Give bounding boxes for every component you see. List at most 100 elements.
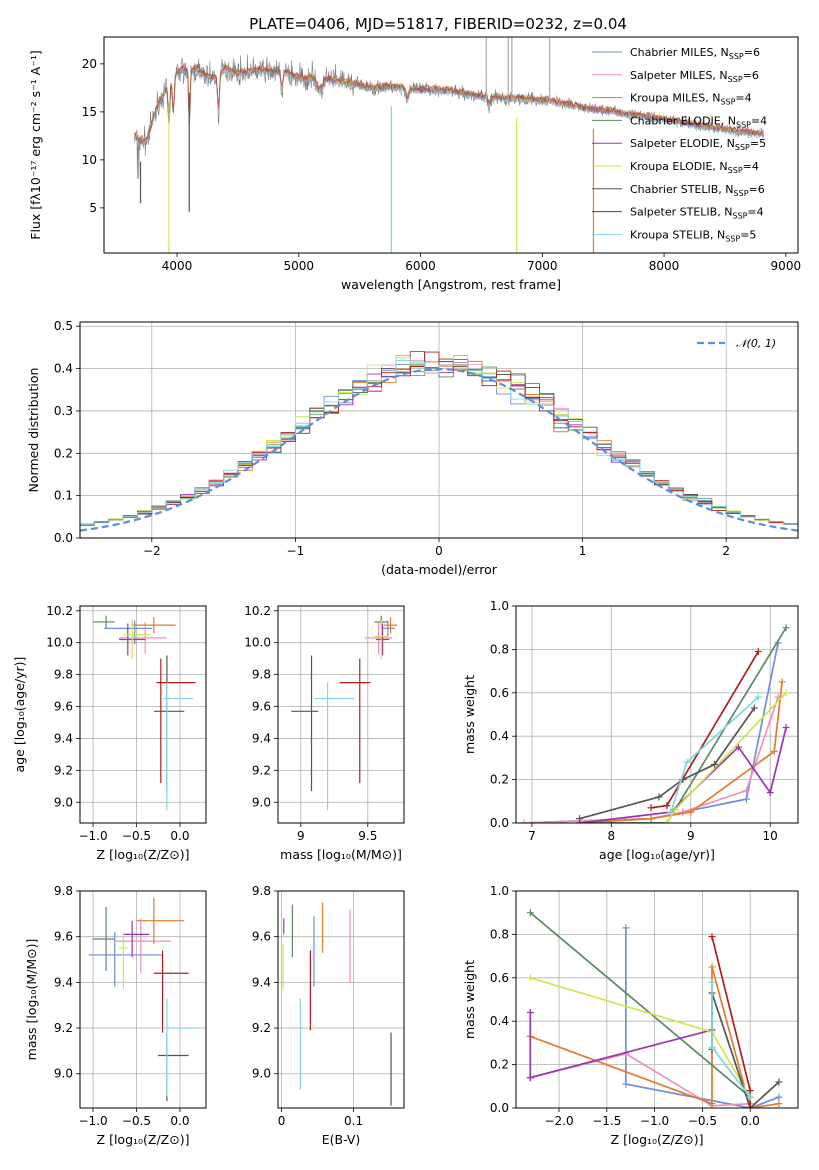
weight-point-marker bbox=[520, 819, 528, 823]
y-tick-label: 9.2 bbox=[252, 1021, 271, 1035]
y-tick-label: 9.0 bbox=[252, 795, 271, 809]
legend-label-sub: SSP bbox=[735, 143, 750, 152]
weight-point-marker bbox=[708, 1043, 716, 1051]
x-tick-label: −1.0 bbox=[640, 1114, 669, 1128]
y-tick-label: 0.2 bbox=[490, 1058, 509, 1072]
legend-label-name: Kroupa STELIB, N bbox=[630, 228, 725, 241]
legend-label-name: Kroupa ELODIE, N bbox=[630, 160, 728, 173]
weight-line-salpeter-stelib bbox=[650, 651, 760, 809]
weight-point-marker bbox=[708, 1100, 716, 1108]
weight-point-marker bbox=[782, 724, 790, 732]
legend-label-sub: SSP bbox=[734, 189, 749, 198]
legend-label-sub: SSP bbox=[728, 166, 743, 175]
y-tick-label: 9.6 bbox=[54, 930, 73, 944]
y-tick-label: 15 bbox=[82, 105, 97, 119]
weight-point-marker bbox=[708, 978, 716, 986]
weight-point-marker bbox=[663, 819, 671, 823]
x-axis-label: wavelength [Angstrom, rest frame] bbox=[341, 277, 561, 292]
y-tick-label: 9.4 bbox=[54, 975, 73, 989]
weight-point-marker bbox=[687, 808, 695, 816]
weight-point-marker bbox=[647, 815, 655, 823]
y-tick-label: 0.0 bbox=[490, 1101, 509, 1115]
y-tick-label: 9.0 bbox=[252, 1067, 271, 1081]
legend-label-count: =4 bbox=[743, 160, 759, 173]
y-tick-label: 9.8 bbox=[252, 668, 271, 682]
y-tick-label: 9.6 bbox=[252, 700, 271, 714]
weight-point-marker bbox=[778, 678, 786, 686]
legend-label: Salpeter MILES, NSSP=6 bbox=[630, 69, 759, 84]
y-tick-label: 0.6 bbox=[490, 686, 509, 700]
weight-point-marker bbox=[754, 693, 762, 701]
x-tick-label: 0.0 bbox=[170, 1114, 189, 1128]
y-tick-label: 0.5 bbox=[54, 319, 73, 333]
weight-point-marker bbox=[526, 1074, 534, 1082]
age-vs-Z-chart: −1.0 −0.5 0.0 9.0 9.2 9.4 9.6 9.8 10.0 10.2 Z [log… bbox=[12, 604, 207, 862]
legend-label-count: =6 bbox=[743, 69, 759, 82]
x-tick-label: 9.5 bbox=[358, 829, 377, 843]
x-tick-label: 7000 bbox=[527, 259, 558, 273]
weight-point-marker bbox=[526, 1009, 534, 1017]
y-tick-label: 9.8 bbox=[252, 884, 271, 898]
legend-label-count: =6 bbox=[749, 183, 765, 196]
x-tick-label: −1.0 bbox=[78, 829, 107, 843]
y-tick-label: 5 bbox=[89, 201, 97, 215]
plot-area bbox=[134, 37, 764, 253]
x-tick-label: −1 bbox=[287, 544, 305, 558]
y-tick-label: 0.1 bbox=[54, 489, 73, 503]
legend-label-sub: SSP bbox=[725, 234, 740, 243]
y-tick-label: 9.0 bbox=[54, 795, 73, 809]
normal-curve bbox=[80, 367, 798, 532]
x-tick-label: 0.1 bbox=[344, 1114, 363, 1128]
y-tick-label: 9.4 bbox=[252, 975, 271, 989]
axes-frame bbox=[79, 605, 207, 824]
y-tick-label: 0.4 bbox=[54, 362, 73, 376]
legend-label-name: Chabrier ELODIE, N bbox=[630, 114, 736, 127]
x-tick-label: 0 bbox=[278, 1114, 286, 1128]
x-tick-label: 8000 bbox=[649, 259, 680, 273]
legend-label: Kroupa STELIB, NSSP=5 bbox=[630, 228, 756, 243]
plot-area bbox=[80, 606, 206, 823]
weight-point-marker bbox=[622, 1080, 630, 1088]
weight-point-marker bbox=[746, 1104, 754, 1108]
y-tick-label: 0.2 bbox=[490, 773, 509, 787]
y-tick-label: 0.0 bbox=[54, 531, 73, 545]
figure-title: PLATE=0406, MJD=51817, FIBERID=0232, z=0… bbox=[249, 15, 627, 33]
y-tick-label: 0.6 bbox=[490, 971, 509, 985]
weight-point-marker bbox=[750, 704, 758, 712]
x-tick-label: 6000 bbox=[405, 259, 436, 273]
weight-point-marker bbox=[742, 795, 750, 803]
x-tick-label: 0.0 bbox=[170, 829, 189, 843]
y-axis-label: mass weight bbox=[462, 675, 477, 754]
x-tick-label: 8 bbox=[608, 829, 616, 843]
age-vs-mass-chart: 9 9.5 9.0 9.2 9.4 9.6 9.8 10.0 10.2 mass [log₁₀(M… bbox=[244, 604, 405, 862]
y-tick-label: 9.2 bbox=[54, 763, 73, 777]
plot-area bbox=[80, 891, 206, 1108]
weight-point-marker bbox=[782, 689, 790, 697]
weight-point-marker bbox=[775, 1093, 783, 1101]
x-tick-label: −1.5 bbox=[592, 1114, 621, 1128]
legend-label-name: Chabrier MILES, N bbox=[630, 46, 729, 59]
x-tick-label: −0.5 bbox=[688, 1114, 717, 1128]
legend-label-sub: SSP bbox=[732, 212, 747, 221]
model-spectrum-salpeter-stelib bbox=[134, 62, 764, 142]
legend-label-count: =4 bbox=[735, 92, 751, 105]
legend-label-sub: SSP bbox=[720, 98, 735, 107]
x-tick-label: −2 bbox=[143, 544, 161, 558]
plot-area bbox=[278, 606, 404, 823]
weight-point-marker bbox=[526, 974, 534, 982]
weight-point-marker bbox=[671, 806, 679, 814]
x-axis-label: mass [log₁₀(M/M⊙)] bbox=[280, 847, 402, 862]
legend-label-count: =5 bbox=[740, 228, 756, 241]
weight-point-marker bbox=[647, 804, 655, 812]
spectrum-chart: 4000 5000 6000 7000 8000 9000 5 10 15 20 wavelengt… bbox=[28, 36, 801, 292]
mass-vs-ebv-chart: 0 0.1 9.0 9.2 9.4 9.6 9.8 E(B-V) bbox=[252, 884, 405, 1147]
weight-point-marker bbox=[708, 933, 716, 941]
weight-point-marker bbox=[526, 909, 534, 917]
weight-point-marker bbox=[754, 648, 762, 656]
weight-line-salpeter-miles bbox=[523, 696, 779, 823]
legend-label-count: =4 bbox=[751, 114, 767, 127]
y-tick-label: 9.0 bbox=[54, 1067, 73, 1081]
axes-frame bbox=[277, 890, 405, 1109]
legend-label: Chabrier ELODIE, NSSP=4 bbox=[630, 114, 767, 129]
